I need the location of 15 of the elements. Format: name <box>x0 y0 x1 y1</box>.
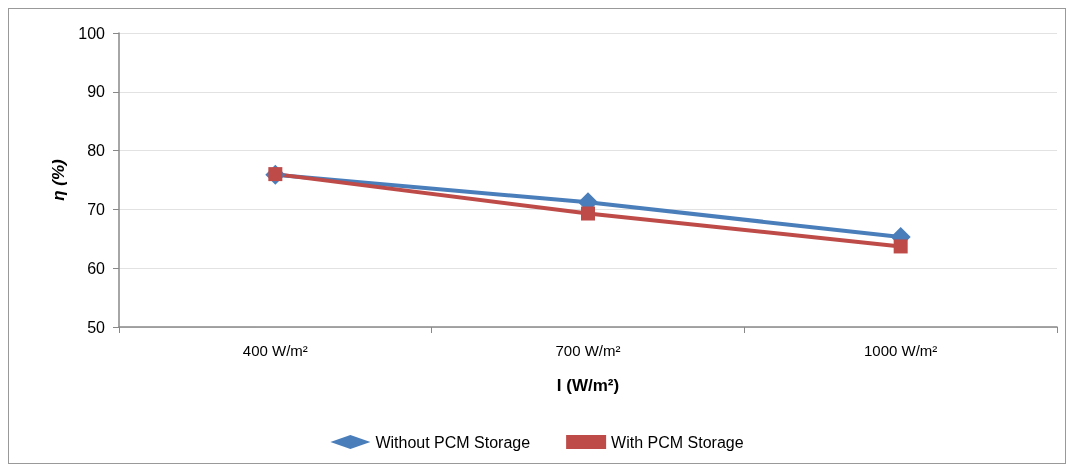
y-tick-label: 70 <box>87 200 106 218</box>
y-tick-label: 80 <box>87 142 106 160</box>
x-tick-label: 700 W/m² <box>555 342 621 359</box>
x-tick-label: 400 W/m² <box>242 342 308 359</box>
y-tick-label: 50 <box>87 318 106 336</box>
point <box>581 206 595 221</box>
y-tick-label: 100 <box>78 24 106 42</box>
y-tick-label: 90 <box>87 83 106 101</box>
y-axis-title: η (%) <box>49 158 68 201</box>
y-tick-label: 60 <box>87 259 106 277</box>
legend-label: With PCM Storage <box>611 433 744 451</box>
legend-label: Without PCM Storage <box>375 433 531 451</box>
x-axis-title: I (W/m²) <box>556 376 620 395</box>
point <box>893 239 908 254</box>
x-tick-label: 1000 W/m² <box>863 342 938 359</box>
